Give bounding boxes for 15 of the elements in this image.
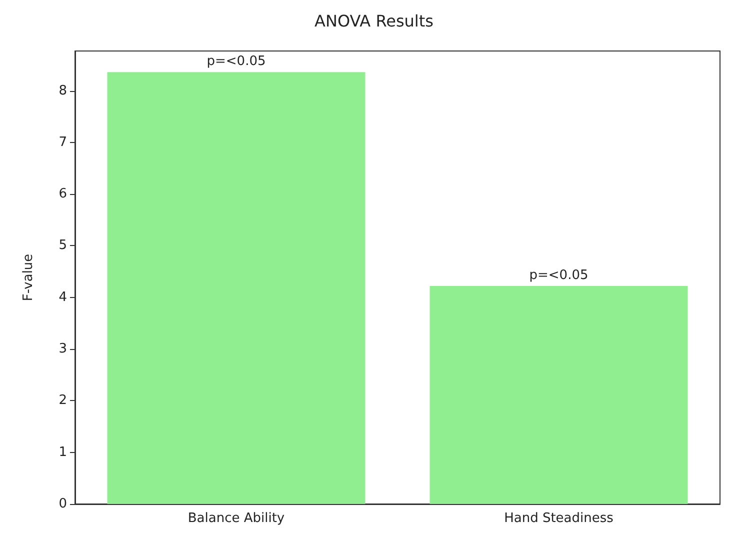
y-tick-label: 7: [58, 134, 67, 150]
y-tick-label: 5: [58, 238, 67, 254]
y-tick-label: 2: [58, 393, 67, 408]
chart-title: ANOVA Results: [314, 12, 434, 30]
x-tick-label: Balance Ability: [188, 511, 285, 526]
y-tick-label: 1: [58, 444, 67, 460]
y-tick-label: 8: [58, 83, 67, 98]
y-tick-label: 6: [58, 186, 67, 202]
y-tick-label: 4: [58, 290, 67, 305]
x-tick-label: Hand Steadiness: [504, 511, 614, 526]
data-label: p=<0.05: [529, 268, 588, 284]
y-tick-label: 0: [58, 496, 67, 512]
y-tick-label: 3: [58, 342, 67, 357]
data-label: p=<0.05: [206, 54, 266, 70]
y-axis-title: F-value: [21, 254, 36, 302]
